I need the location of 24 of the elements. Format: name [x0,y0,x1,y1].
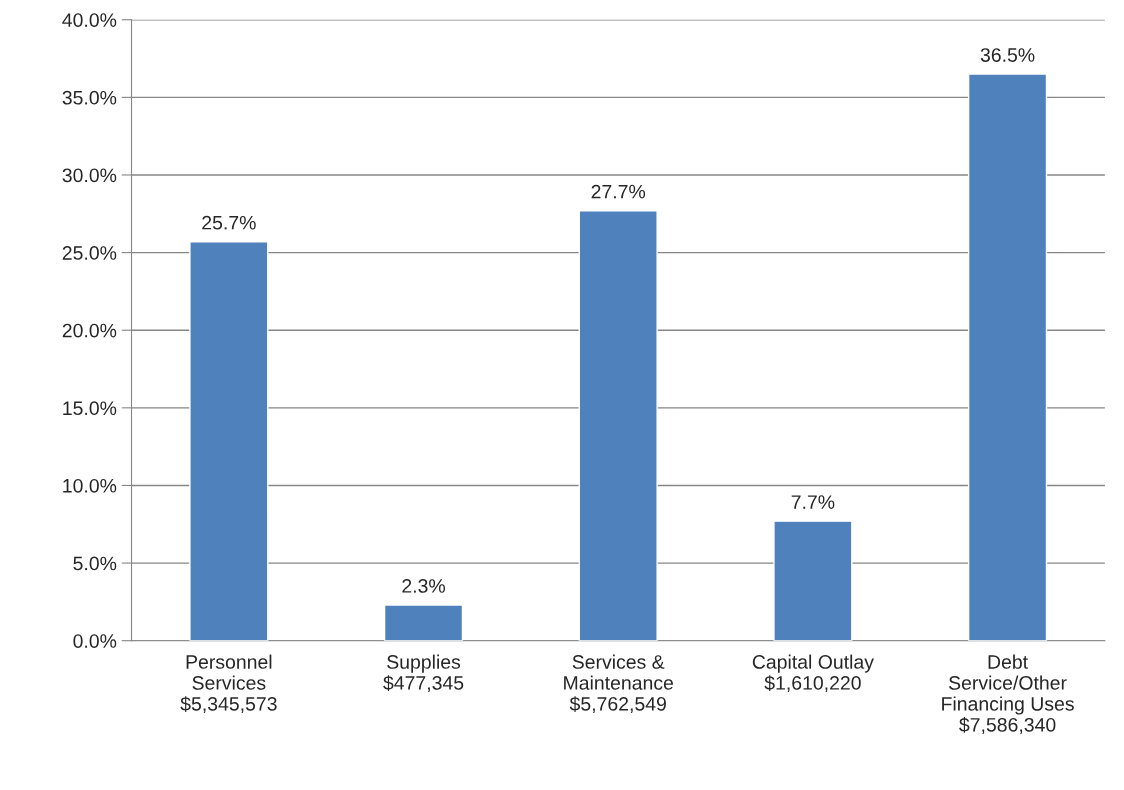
x-tick-label: Services & Maintenance $5,762,549 [564,654,674,714]
y-tick-label: 15.0% [63,401,117,416]
y-tick-label: 10.0% [63,478,117,493]
y-tick-label: 20.0% [62,323,117,338]
x-tick-label: Supplies $477,345 [383,654,464,693]
y-tick-label: 40.0% [62,13,117,27]
y-tick-label: 35.0% [62,90,117,105]
data-label: 36.5% [980,48,1035,62]
y-tick-label: 0.0% [73,634,117,648]
y-tick-label: 5.0% [73,556,117,571]
data-label: 2.3% [402,579,445,593]
y-tick-label: 25.0% [62,246,117,260]
y-tick-label: 30.0% [62,168,117,183]
x-tick-label: Personnel Services $5,345,573 [180,654,277,714]
bar [578,209,658,641]
bar [383,604,464,641]
x-tick-label: Debt Service/Other Financing Uses $7,586,340 [942,654,1074,734]
bar [967,73,1048,641]
x-tick-label: Capital Outlay $1,610,220 [752,654,874,693]
data-label: 7.7% [791,495,835,509]
bar [189,241,269,641]
data-label: 25.7% [202,215,256,230]
data-label: 27.7% [591,184,646,199]
bar [773,520,853,641]
